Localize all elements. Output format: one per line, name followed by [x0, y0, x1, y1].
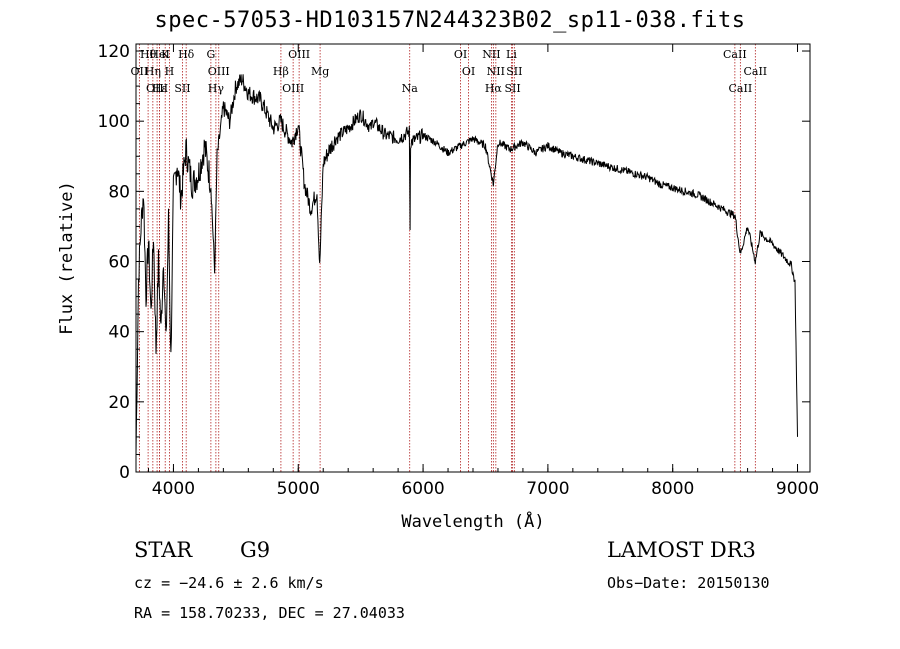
marker-label: NII	[487, 65, 505, 78]
observation-date: Obs−Date: 20150130	[607, 574, 770, 592]
x-axis-label: Wavelength (Å)	[401, 510, 544, 532]
marker-label: Hγ	[208, 82, 225, 95]
x-tick-label: 9000	[776, 479, 819, 499]
marker-label: Mg	[311, 65, 329, 78]
marker-label: OIII	[288, 48, 310, 61]
y-axis-label: Flux (relative)	[57, 181, 77, 335]
object-subclass: G9	[240, 538, 271, 562]
marker-label: HeI	[149, 48, 169, 61]
x-tick-label: 8000	[651, 479, 694, 499]
marker-label: Hε	[152, 82, 168, 95]
y-tick-label: 100	[98, 112, 130, 132]
x-tick-label: 7000	[526, 479, 569, 499]
y-tick-label: 20	[108, 393, 130, 413]
x-axis-ticks: 4000 5000 6000 7000 8000 9000	[147, 44, 819, 499]
marker-label: SII	[504, 82, 520, 95]
marker-label: Hη	[145, 65, 161, 78]
y-tick-label: 40	[108, 323, 130, 343]
marker-label: OII	[131, 65, 149, 78]
y-tick-label: 80	[108, 182, 130, 202]
object-class: STAR	[134, 538, 193, 562]
marker-label: CaII	[743, 65, 767, 78]
y-tick-label: 0	[119, 463, 130, 483]
marker-label: OIII	[146, 82, 168, 95]
marker-label: G	[206, 48, 215, 61]
y-axis-ticks: 0 20 40 60 80 100 120	[98, 42, 810, 483]
x-tick-label: 5000	[277, 479, 320, 499]
marker-label: OI	[454, 48, 467, 61]
x-tick-label: 6000	[401, 479, 444, 499]
spectral-line-labels: Hθ OII OIII KH Hε HeI Hη SII Hδ OIII Hγ G Hβ OIII OIII…	[131, 48, 768, 95]
x-tick-label: 4000	[152, 479, 195, 499]
marker-label: SII	[506, 65, 522, 78]
marker-label: Na	[402, 82, 419, 95]
marker-label: Hβ	[273, 65, 289, 78]
marker-label: Li	[506, 48, 517, 61]
marker-label: CaII	[723, 48, 747, 61]
marker-label: OI	[462, 65, 475, 78]
coordinates: RA = 158.70233, DEC = 27.04033	[134, 604, 405, 622]
survey-label: LAMOST DR3	[607, 538, 756, 562]
marker-label: SII	[174, 82, 190, 95]
marker-label: K	[161, 48, 170, 61]
marker-label: Hα	[485, 82, 503, 95]
y-tick-label: 60	[108, 253, 130, 273]
marker-label: CaII	[729, 82, 753, 95]
marker-label: Hθ	[140, 48, 157, 61]
marker-label: Hδ	[178, 48, 195, 61]
redshift-cz: cz = −24.6 ± 2.6 km/s	[134, 574, 324, 592]
spectrum-line	[135, 74, 798, 455]
marker-label: OIII	[208, 65, 230, 78]
plot-frame	[135, 43, 811, 473]
marker-label: H	[165, 65, 175, 78]
y-tick-label: 120	[98, 42, 130, 62]
marker-label: OIII	[282, 82, 304, 95]
chart-title: spec-57053-HD103157N244323B02_sp11-038.f…	[154, 8, 746, 33]
marker-label: NII	[482, 48, 500, 61]
